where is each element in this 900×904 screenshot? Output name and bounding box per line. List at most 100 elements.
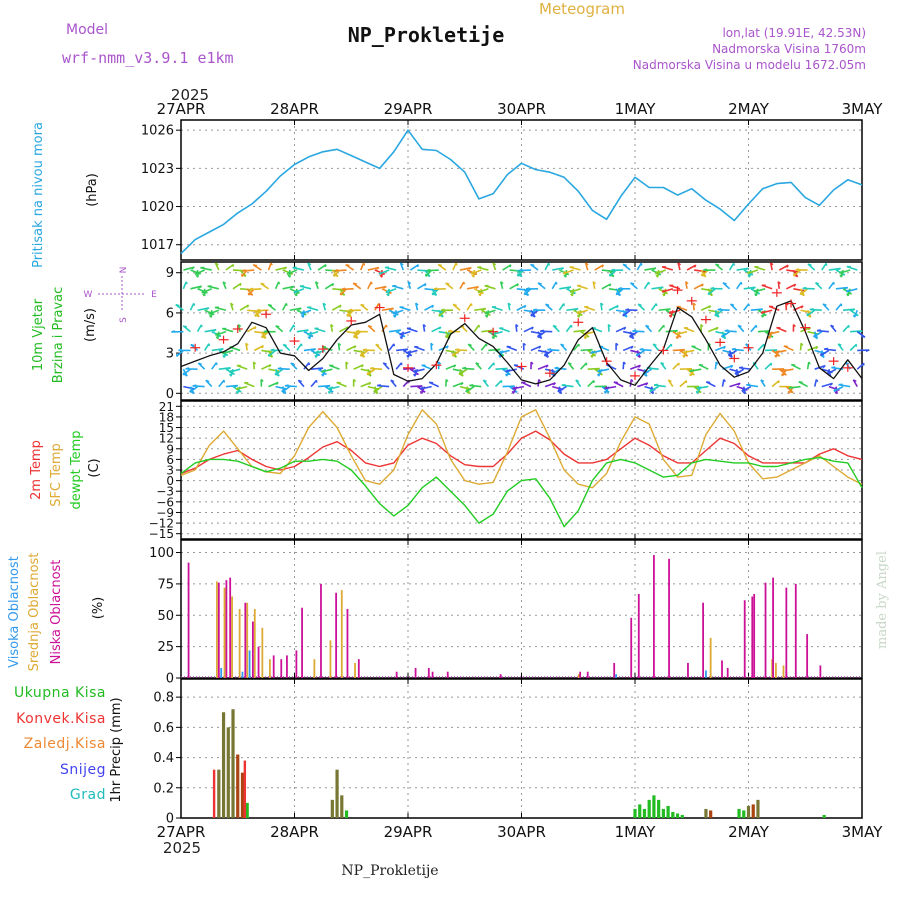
- wind-arrow: [829, 282, 834, 289]
- axis-unit-wind: (m/s): [83, 308, 98, 342]
- precip-bar: [704, 809, 707, 818]
- wind-arrow: [758, 344, 764, 350]
- wind-arrow: [198, 325, 202, 332]
- y-tick-label: 6: [166, 306, 174, 321]
- compass-w: W: [84, 290, 93, 300]
- precip-bar: [652, 795, 655, 818]
- wind-arrow: [658, 270, 659, 277]
- wind-arrow-head: [364, 263, 365, 265]
- x-tick-label-bottom: 1MAY: [615, 823, 657, 841]
- wind-arrow-head: [201, 325, 202, 327]
- wind-arrow-head: [209, 344, 210, 346]
- wind-arrow-head: [623, 264, 627, 265]
- wind-arrow-head: [604, 391, 605, 393]
- wind-arrow-head: [768, 336, 769, 338]
- subtitle: Meteogram: [539, 0, 625, 18]
- wind-arrow-head: [446, 335, 447, 337]
- wind-arrow: [808, 362, 809, 369]
- wind-arrow-head: [512, 391, 513, 393]
- wind-arrow-head: [824, 348, 828, 349]
- panel-frame: [181, 120, 862, 260]
- location-coords: lon,lat (19.91E, 42.53N): [722, 26, 866, 40]
- wind-arrow-head: [547, 349, 551, 350]
- wind-arrow: [325, 284, 333, 289]
- precip-bar: [227, 727, 230, 818]
- wind-arrow: [680, 381, 687, 387]
- wind-arrow-head: [718, 309, 722, 310]
- wind-arrow-head: [715, 314, 716, 316]
- wind-arrow-head: [446, 283, 450, 284]
- wind-arrow-head: [374, 390, 375, 392]
- wind-arrow-head: [598, 374, 599, 376]
- wind-arrow: [402, 332, 404, 339]
- wind-arrow: [481, 344, 486, 350]
- wind-arrow: [389, 344, 394, 351]
- wind-arrow-head: [782, 374, 783, 376]
- wind-arrow-head: [506, 374, 507, 376]
- model-label: Model: [66, 22, 108, 38]
- wind-arrow-head: [775, 355, 776, 357]
- legend-item-precip: Ukupna Kisa: [14, 685, 106, 701]
- precip-bar: [676, 813, 679, 818]
- axis-unit-temp: (C): [87, 458, 102, 477]
- x-tick-label-bottom: 27APR: [157, 823, 206, 841]
- y-tick-label: 25: [157, 640, 174, 655]
- wind-arrow-head: [630, 335, 631, 337]
- wind-arrow: [453, 263, 456, 270]
- axis-label-sfc-temp: SFC Temp: [49, 443, 64, 507]
- wind-arrow-head: [176, 305, 180, 306]
- wind-arrow-head: [183, 373, 184, 375]
- wind-arrow-head: [282, 390, 283, 392]
- wind-arrow-head: [186, 282, 187, 284]
- wind-arrow: [432, 327, 441, 332]
- wind-arrow-head: [728, 353, 729, 355]
- legend-item-precip: Konvek.Kisa: [16, 711, 106, 727]
- wind-arrow: [396, 363, 401, 369]
- precip-bar: [222, 712, 225, 818]
- wind-arrow-head: [732, 348, 736, 349]
- precip-bar: [345, 810, 348, 818]
- axis-unit-pressure: (hPa): [85, 173, 100, 207]
- wind-arrow: [467, 303, 471, 310]
- x-tick-label-top: 30APR: [497, 100, 546, 118]
- wind-arrow: [395, 310, 396, 317]
- wind-arrow-head: [636, 353, 637, 355]
- precip-bar: [737, 809, 740, 818]
- wind-arrow-head: [853, 315, 854, 317]
- wind-arrow-head: [253, 265, 257, 266]
- wind-arrow-head: [279, 282, 280, 284]
- axis-label-precip: 1hr Precip (mm): [109, 697, 124, 802]
- y-tick-label: 1017: [141, 238, 174, 253]
- wind-arrow-head: [839, 384, 843, 385]
- wind-arrow: [318, 265, 326, 270]
- wind-arrow-head: [538, 335, 539, 337]
- y-tick-label: 1023: [141, 162, 174, 177]
- precip-bar: [231, 709, 234, 818]
- wind-arrow: [659, 325, 664, 331]
- wind-arrow-head: [471, 303, 472, 305]
- wind-arrow-head: [538, 283, 542, 284]
- y-tick-label: 3: [166, 347, 174, 362]
- x-tick-label-top: 1MAY: [615, 100, 657, 118]
- wind-arrow: [310, 332, 311, 339]
- wind-arrow-head: [456, 263, 457, 265]
- wind-arrow: [240, 305, 248, 310]
- precip-bar: [681, 815, 684, 818]
- wind-arrow: [666, 344, 672, 350]
- wind-arrow: [368, 282, 371, 289]
- wind-arrow-head: [285, 385, 289, 386]
- elevation: Nadmorska Visina 1760m: [712, 42, 866, 56]
- wind-arrow-head: [360, 354, 361, 356]
- wind-arrow: [559, 304, 563, 311]
- wind-arrow-head: [455, 349, 459, 350]
- precip-bar: [246, 803, 249, 818]
- wind-arrow: [218, 332, 219, 339]
- wind-arrow-head: [286, 303, 287, 305]
- wind-arrow-head: [591, 355, 592, 357]
- wind-arrow: [750, 270, 751, 277]
- wind-arrow: [722, 379, 723, 386]
